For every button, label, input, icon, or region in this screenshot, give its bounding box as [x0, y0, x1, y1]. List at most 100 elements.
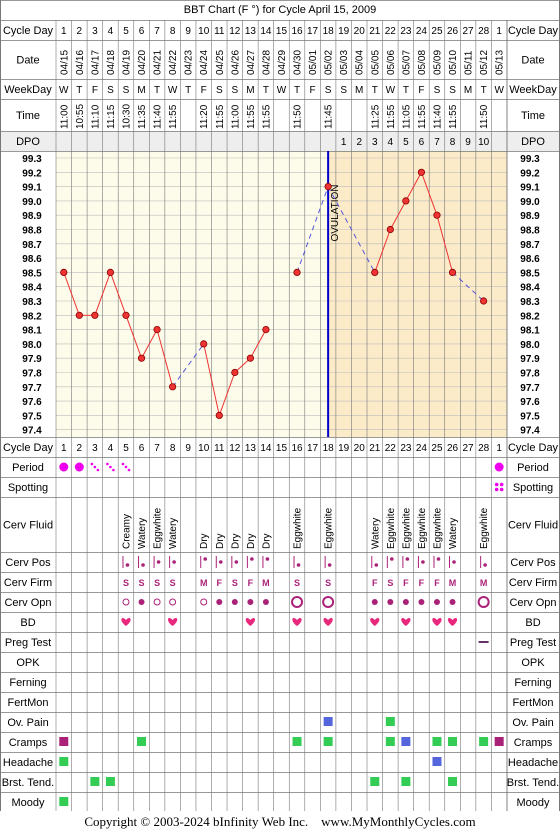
- y-tick-left: 98.7: [22, 240, 42, 251]
- y-tick-right: 97.6: [520, 397, 540, 408]
- y-tick-left: 99.3: [22, 154, 42, 165]
- date-label: 05/09: [432, 50, 443, 75]
- temp-line-segment: [218, 372, 236, 416]
- temp-point: [371, 268, 379, 276]
- row-label-ferning-left: Ferning: [9, 677, 46, 689]
- cycle-day-label-bottom: 14: [260, 443, 272, 454]
- y-tick-right: 98.7: [520, 240, 540, 251]
- site-link[interactable]: www.MyMonthlyCycles.com: [321, 814, 476, 829]
- y-tick-right: 98.1: [520, 326, 540, 337]
- chart-title: BBT Chart (F °) for Cycle April 15, 2009: [184, 4, 377, 16]
- cerv-firm-label: S: [387, 578, 393, 588]
- cycle-day-label: 13: [245, 26, 257, 37]
- period-dot: [106, 462, 109, 466]
- row-label-bd-right: BD: [525, 617, 540, 629]
- row-label-fertmon-right: FertMon: [513, 697, 554, 709]
- temp-line-segment: [63, 272, 80, 316]
- bd-heart: [447, 617, 458, 626]
- period-dot: [90, 462, 94, 466]
- cycle-day-label: 5: [123, 26, 129, 37]
- cycle-day-label: 16: [291, 26, 303, 37]
- cerv-opn-closed: [262, 599, 269, 605]
- date-label: 05/02: [324, 50, 335, 75]
- temp-point: [324, 183, 332, 191]
- date-label: 05/08: [417, 50, 428, 75]
- row-label-weekday-left: WeekDay: [4, 84, 52, 96]
- period-marker: [59, 462, 69, 472]
- time-label: 11:40: [432, 104, 443, 129]
- date-label: 04/30: [293, 50, 304, 75]
- bd-heart: [370, 617, 380, 626]
- temp-dashed-segment: [452, 272, 484, 302]
- footer: Copyright © 2003-2024 bInfinity Web Inc.…: [0, 811, 560, 832]
- temp-point: [262, 325, 270, 334]
- row-label-cerv_firm-left: Cerv Firm: [4, 577, 52, 589]
- weekday-label: F: [310, 85, 316, 96]
- time-label: 11:50: [293, 104, 304, 129]
- cerv-firm-label: S: [123, 578, 129, 588]
- cerv-opn-open: [322, 596, 335, 608]
- date-label: 04/28: [261, 50, 272, 75]
- row-label-cerv_pos-right: Cerv Pos: [510, 557, 556, 569]
- y-tick-right: 99.0: [520, 197, 540, 208]
- cycle-day-label-bottom: 1: [61, 443, 67, 454]
- date-label: 05/10: [448, 50, 459, 75]
- row-label-cramps-left: Cramps: [9, 737, 48, 749]
- temp-point: [386, 225, 394, 234]
- weekday-label: S: [449, 85, 456, 96]
- cycle-day-label-bottom: 6: [139, 443, 145, 454]
- weekday-label: S: [231, 85, 238, 96]
- time-label: 11:55: [261, 104, 272, 129]
- dpo-label: 7: [434, 137, 440, 148]
- cerv-opn-open: [477, 596, 490, 608]
- time-label: 11:55: [417, 104, 428, 129]
- row-label-brst_tend-right: Brst. Tend.: [507, 777, 559, 789]
- row-label-date-left: Date: [16, 55, 39, 67]
- weekday-label: W: [494, 85, 504, 96]
- cycle-day-label: 28: [478, 26, 490, 37]
- ov-pain-marker: [323, 717, 333, 726]
- cycle-day-label: 6: [139, 26, 145, 37]
- weekday-label: F: [418, 85, 424, 96]
- cerv-pos-dot: [125, 563, 130, 567]
- temp-point: [215, 411, 223, 419]
- temp-point: [137, 354, 146, 362]
- cerv-pos-dot: [296, 563, 301, 567]
- cerv-pos-dot: [265, 557, 270, 561]
- cycle-day-label: 20: [354, 26, 366, 37]
- row-label-preg_test-right: Preg Test: [510, 637, 556, 649]
- temp-point: [106, 268, 115, 276]
- cerv-pos-dot: [218, 560, 223, 564]
- cramps-marker: [59, 737, 69, 746]
- cerv-firm-label: M: [200, 578, 208, 588]
- weekday-label: T: [403, 85, 409, 96]
- y-tick-right: 99.3: [520, 154, 540, 165]
- cerv-fluid-label: Eggwhite: [293, 507, 304, 549]
- time-label: 11:55: [246, 104, 257, 129]
- cycle-day-label: 23: [400, 26, 412, 37]
- temp-point: [153, 325, 161, 334]
- row-label-spotting-right: Spotting: [513, 482, 553, 494]
- time-label: 11:40: [153, 104, 164, 129]
- brst-tend-marker: [105, 777, 115, 786]
- bd-heart: [432, 617, 442, 626]
- y-tick-left: 98.6: [22, 254, 42, 265]
- row-label-cerv_opn-right: Cerv Opn: [509, 597, 556, 609]
- time-label: 11:55: [448, 104, 459, 129]
- y-tick-right: 98.8: [520, 226, 540, 237]
- weekday-label: M: [464, 85, 472, 96]
- cycle-day-label-bottom: 19: [338, 443, 350, 454]
- cerv-pos-dot: [436, 557, 441, 561]
- cramps-marker: [385, 737, 395, 746]
- weekday-label: T: [294, 85, 300, 96]
- temp-dashed-segment: [327, 186, 376, 273]
- row-label-ov_pain-left: Ov. Pain: [7, 717, 48, 729]
- row-label-headache-left: Headache: [3, 757, 53, 769]
- weekday-label: M: [137, 85, 145, 96]
- temp-point: [122, 311, 130, 319]
- row-label-period-right: Period: [517, 462, 549, 474]
- cerv-pos-dot: [374, 563, 379, 567]
- time-label: 11:55: [386, 104, 397, 129]
- temp-line-segment: [374, 229, 391, 273]
- period-dot: [93, 465, 97, 469]
